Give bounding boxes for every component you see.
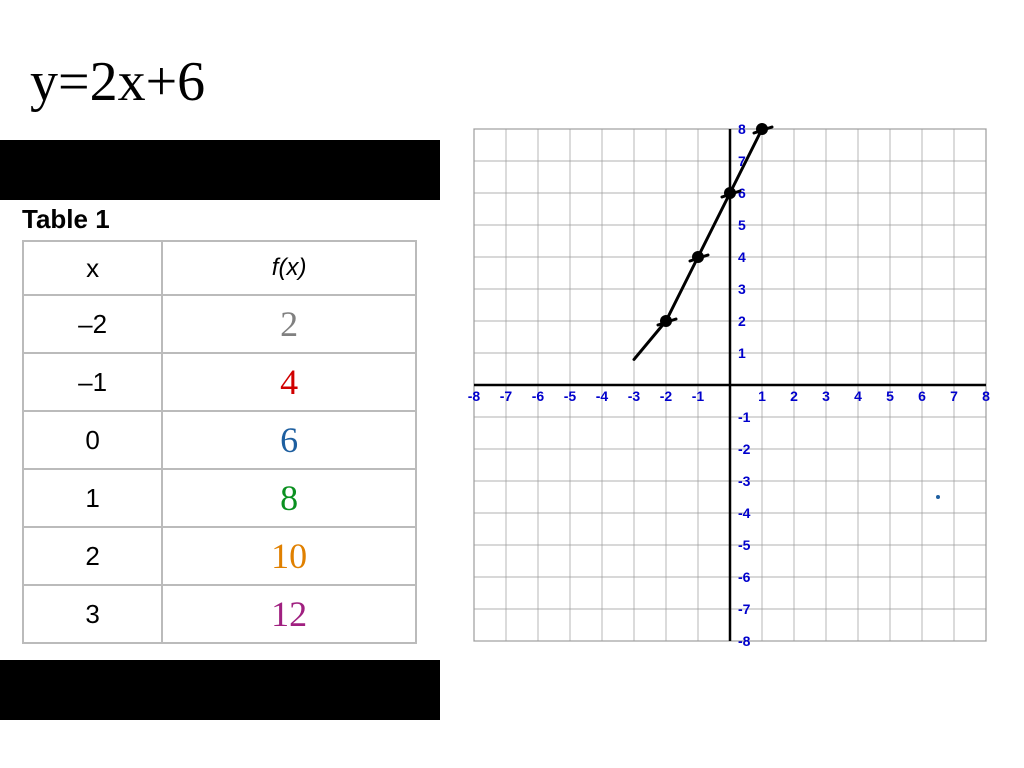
header-x: x xyxy=(23,241,162,295)
svg-text:-3: -3 xyxy=(628,388,641,404)
graph-svg: -8 -7 -6 -5 -4 -3 -2 -1 1 2 3 4 5 6 7 8 -8 -7 -6 -5 -4 -3 -2 -1… xyxy=(460,115,1000,655)
svg-text:2: 2 xyxy=(790,388,798,404)
header-fx: f(x) xyxy=(162,241,416,295)
svg-text:-8: -8 xyxy=(738,633,751,649)
svg-text:5: 5 xyxy=(886,388,894,404)
cell-x: –2 xyxy=(23,295,162,353)
cell-x: 1 xyxy=(23,469,162,527)
svg-text:-7: -7 xyxy=(500,388,513,404)
svg-text:3: 3 xyxy=(738,281,746,297)
svg-text:2: 2 xyxy=(738,313,746,329)
cell-fx: 8 xyxy=(162,469,416,527)
cell-fx: 10 xyxy=(162,527,416,585)
svg-text:-4: -4 xyxy=(738,505,751,521)
header-black-bar xyxy=(0,140,440,200)
svg-text:-5: -5 xyxy=(738,537,751,553)
svg-text:-4: -4 xyxy=(596,388,609,404)
table-row: –1 4 xyxy=(23,353,416,411)
svg-text:8: 8 xyxy=(982,388,990,404)
svg-text:7: 7 xyxy=(950,388,958,404)
table-row: 2 10 xyxy=(23,527,416,585)
table-title: Table 1 xyxy=(22,204,110,235)
svg-text:-1: -1 xyxy=(692,388,705,404)
table-row: 3 12 xyxy=(23,585,416,643)
svg-text:-2: -2 xyxy=(660,388,673,404)
svg-text:3: 3 xyxy=(822,388,830,404)
equation-text: y=2x+6 xyxy=(30,50,205,114)
svg-text:5: 5 xyxy=(738,217,746,233)
table-row: 1 8 xyxy=(23,469,416,527)
svg-text:-5: -5 xyxy=(564,388,577,404)
table-row: 0 6 xyxy=(23,411,416,469)
svg-text:8: 8 xyxy=(738,121,746,137)
svg-text:1: 1 xyxy=(758,388,766,404)
cell-x: –1 xyxy=(23,353,162,411)
cell-fx: 2 xyxy=(162,295,416,353)
svg-text:-6: -6 xyxy=(532,388,545,404)
svg-text:-8: -8 xyxy=(468,388,481,404)
cell-fx: 12 xyxy=(162,585,416,643)
svg-text:-6: -6 xyxy=(738,569,751,585)
cell-x: 0 xyxy=(23,411,162,469)
svg-text:6: 6 xyxy=(738,185,746,201)
table-row: –2 2 xyxy=(23,295,416,353)
coordinate-graph: -8 -7 -6 -5 -4 -3 -2 -1 1 2 3 4 5 6 7 8 -8 -7 -6 -5 -4 -3 -2 -1… xyxy=(460,115,1000,655)
table-header-row: x f(x) xyxy=(23,241,416,295)
svg-text:-2: -2 xyxy=(738,441,751,457)
svg-text:6: 6 xyxy=(918,388,926,404)
svg-text:1: 1 xyxy=(738,345,746,361)
svg-text:-1: -1 xyxy=(738,409,751,425)
svg-text:-3: -3 xyxy=(738,473,751,489)
cell-fx: 6 xyxy=(162,411,416,469)
cell-x: 3 xyxy=(23,585,162,643)
cell-x: 2 xyxy=(23,527,162,585)
svg-text:4: 4 xyxy=(738,249,746,265)
function-table: x f(x) –2 2 –1 4 0 6 1 8 2 10 3 12 xyxy=(22,240,417,644)
cell-fx: 4 xyxy=(162,353,416,411)
footer-black-bar xyxy=(0,660,440,720)
svg-text:-7: -7 xyxy=(738,601,751,617)
svg-text:4: 4 xyxy=(854,388,862,404)
